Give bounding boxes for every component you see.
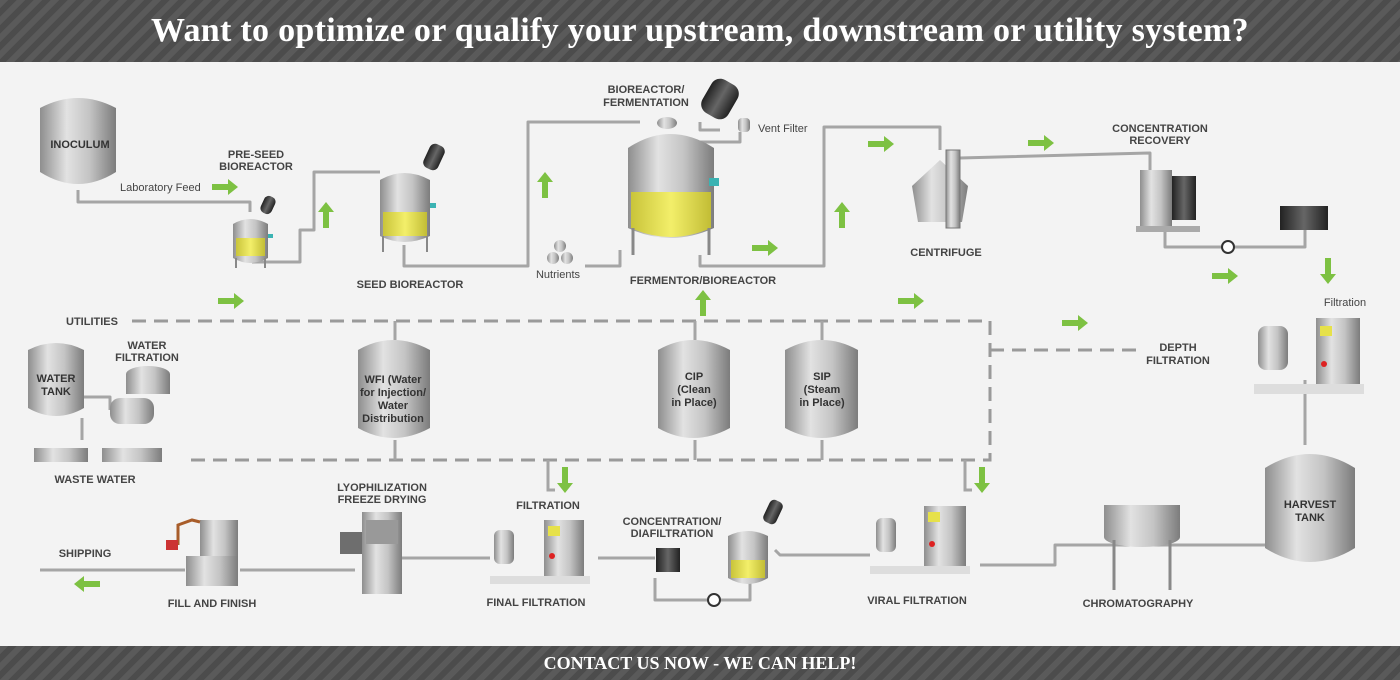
page-title: Want to optimize or qualify your upstrea… <box>151 12 1249 49</box>
label-bioreactor-2: FERMENTATION <box>603 97 689 109</box>
fermentor-bioreactor <box>628 78 750 255</box>
label-laboratory-feed: Laboratory Feed <box>120 182 201 194</box>
label-wfi-4: Distribution <box>362 413 424 425</box>
label-vent-filter: Vent Filter <box>758 123 808 135</box>
label-concentration-diafiltration-1: CONCENTRATION/ <box>623 516 722 528</box>
water-filtration-unit <box>110 366 170 424</box>
label-viral-filtration: VIRAL FILTRATION <box>867 595 967 607</box>
label-concentration-diafiltration-2: DIAFILTRATION <box>631 528 714 540</box>
wfi-tank <box>358 340 430 438</box>
label-harvest-tank-1: HARVEST <box>1284 499 1337 511</box>
flow-arrow <box>1212 268 1238 284</box>
label-sip-2: (Steam <box>804 384 841 396</box>
label-inoculum: INOCULUM <box>50 139 109 151</box>
harvest-tank <box>1265 454 1355 562</box>
centrifuge <box>912 149 968 229</box>
chromatography-column <box>1104 505 1180 590</box>
label-shipping: SHIPPING <box>59 548 112 560</box>
label-fill-finish: FILL AND FINISH <box>168 598 257 610</box>
label-pre-seed-1: PRE-SEED <box>228 149 284 161</box>
label-harvest-tank-2: TANK <box>1295 512 1325 524</box>
flow-arrow <box>695 290 711 316</box>
label-cip-1: CIP <box>685 371 703 383</box>
label-filtration-right: Filtration <box>1324 297 1366 309</box>
diagram-labels: INOCULUM Laboratory Feed PRE-SEED BIOREA… <box>37 84 1367 610</box>
label-waste-water: WASTE WATER <box>54 474 135 486</box>
flow-arrow <box>1062 315 1088 331</box>
label-depth-filtration-1: DEPTH <box>1159 342 1196 354</box>
flow-arrow <box>557 467 573 493</box>
header-banner: Want to optimize or qualify your upstrea… <box>0 0 1400 62</box>
utility-lines <box>132 319 1140 462</box>
label-seed-bioreactor: SEED BIOREACTOR <box>357 279 464 291</box>
label-sip-3: in Place) <box>799 397 845 409</box>
label-depth-filtration-2: FILTRATION <box>1146 355 1210 367</box>
seed-bioreactor <box>380 143 445 252</box>
flow-arrow <box>74 576 100 592</box>
flow-arrow <box>868 136 894 152</box>
label-cip-2: (Clean <box>677 384 711 396</box>
label-pre-seed-2: BIOREACTOR <box>219 161 293 173</box>
flow-arrow <box>1320 258 1336 284</box>
label-water-filtration-1: WATER <box>128 340 167 352</box>
flow-arrow <box>898 293 924 309</box>
cip-tank <box>658 340 730 438</box>
pre-seed-bioreactor <box>233 195 276 268</box>
label-sip-1: SIP <box>813 371 831 383</box>
label-lyophilization-1: LYOPHILIZATION <box>337 482 427 494</box>
flow-arrow <box>752 240 778 256</box>
flow-arrow <box>218 293 244 309</box>
process-flow-diagram: INOCULUM Laboratory Feed PRE-SEED BIOREA… <box>28 78 1367 610</box>
flow-arrow <box>1028 135 1054 151</box>
sip-tank <box>785 340 858 438</box>
label-final-filtration: FINAL FILTRATION <box>487 597 586 609</box>
viral-filtration-skid <box>870 506 970 574</box>
label-water-tank-1: WATER <box>37 373 76 385</box>
label-utilities: UTILITIES <box>66 316 118 328</box>
label-bioreactor-1: BIOREACTOR/ <box>608 84 685 96</box>
concentration-diafiltration <box>656 499 783 607</box>
label-wfi-1: WFI (Water <box>364 374 422 386</box>
label-concentration-recovery-2: RECOVERY <box>1129 135 1191 147</box>
nutrients-cluster <box>547 240 573 264</box>
label-centrifuge: CENTRIFUGE <box>910 247 982 259</box>
label-wfi-3: Water <box>378 400 409 412</box>
fill-finish-machine <box>166 518 238 586</box>
flow-arrow <box>212 179 238 195</box>
filtration-skid-right <box>1254 318 1364 394</box>
label-lyophilization-2: FREEZE DRYING <box>338 494 427 506</box>
final-filtration-skid <box>490 520 590 584</box>
filter-housing <box>1280 206 1328 230</box>
inoculum-tank <box>40 98 116 184</box>
flow-arrow <box>318 202 334 228</box>
flow-arrow <box>974 467 990 493</box>
flow-arrow <box>537 172 553 198</box>
contact-us-button[interactable]: CONTACT US NOW - WE CAN HELP! <box>0 646 1400 680</box>
label-chromatography: CHROMATOGRAPHY <box>1083 598 1194 610</box>
waste-water-tanks <box>34 448 162 462</box>
label-filtration-mid: FILTRATION <box>516 500 580 512</box>
concentration-recovery-unit <box>1136 170 1235 254</box>
water-tank <box>28 343 84 416</box>
label-water-filtration-2: FILTRATION <box>115 352 179 364</box>
flow-arrow <box>834 202 850 228</box>
label-fermentor: FERMENTOR/BIOREACTOR <box>630 275 776 287</box>
label-wfi-2: for Injection/ <box>360 387 426 399</box>
lyophilization-unit <box>340 512 402 594</box>
label-cip-3: in Place) <box>671 397 717 409</box>
label-concentration-recovery-1: CONCENTRATION <box>1112 123 1208 135</box>
contact-us-label: CONTACT US NOW - WE CAN HELP! <box>543 652 857 673</box>
label-water-tank-2: TANK <box>41 386 71 398</box>
label-nutrients: Nutrients <box>536 269 581 281</box>
